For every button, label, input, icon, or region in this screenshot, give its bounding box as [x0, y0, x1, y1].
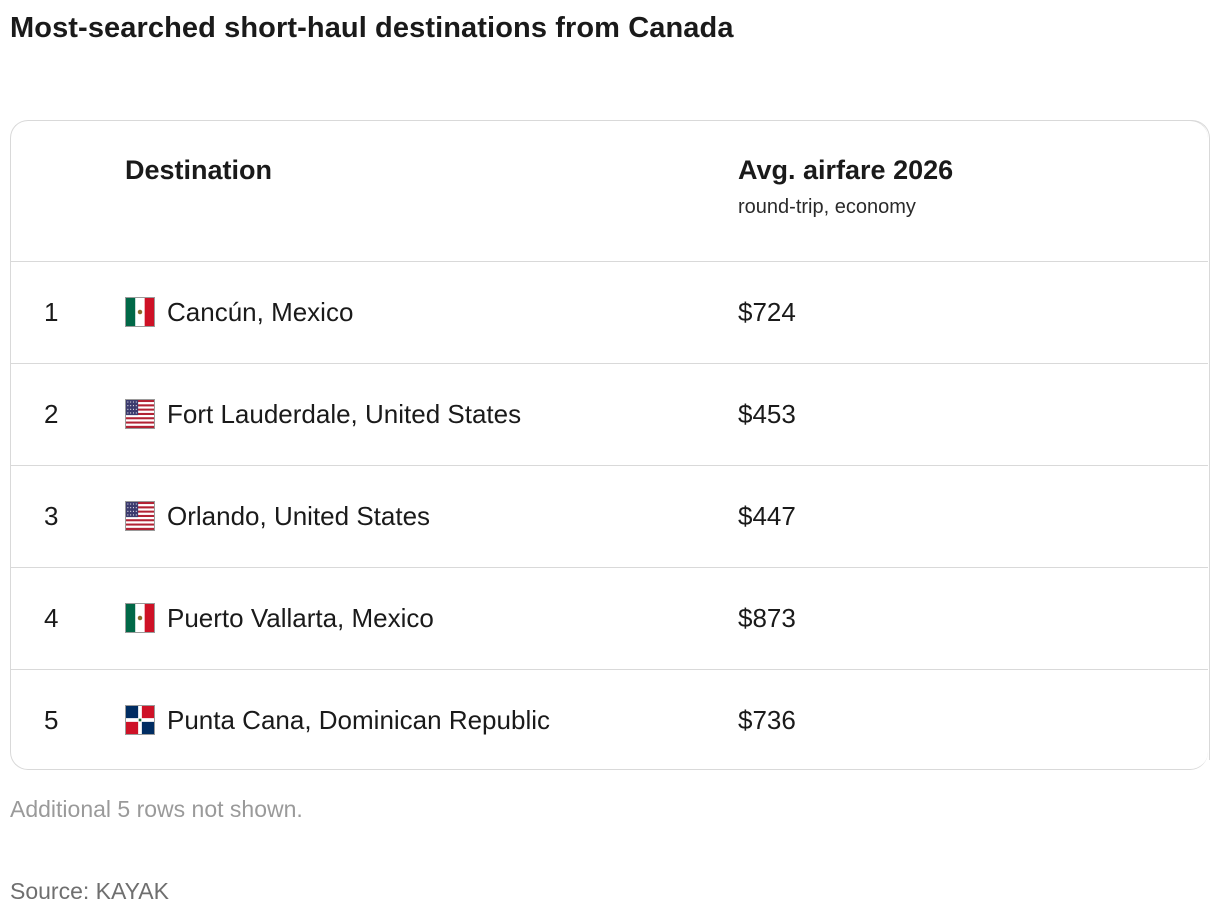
dominican-republic-flag-icon	[125, 705, 155, 736]
destination-name: Puerto Vallarta, Mexico	[167, 602, 434, 633]
destination-wrap: Orlando, United States	[125, 501, 736, 532]
airfare-cell: $453	[737, 362, 1208, 465]
airfare-cell: $873	[737, 566, 1208, 669]
rank-cell: 2	[11, 362, 124, 465]
destination-wrap: Punta Cana, Dominican Republic	[125, 705, 736, 736]
destination-name: Punta Cana, Dominican Republic	[167, 704, 550, 735]
airfare-header-sublabel: round-trip, economy	[738, 196, 916, 218]
destination-cell: Orlando, United States	[124, 464, 737, 567]
page-title: Most-searched short-haul destinations fr…	[10, 12, 734, 44]
destinations-table-card: Destination Avg. airfare 2026 round-trip…	[10, 120, 1208, 770]
rank-cell: 5	[11, 668, 124, 769]
airfare-column-header: Avg. airfare 2026 round-trip, economy	[737, 121, 1208, 262]
destination-name: Orlando, United States	[167, 500, 431, 531]
airfare-cell: $736	[737, 668, 1208, 769]
destination-column-header: Destination	[124, 121, 737, 262]
rank-cell: 4	[11, 566, 124, 669]
destination-wrap: Cancún, Mexico	[125, 297, 736, 328]
table-header-row: Destination Avg. airfare 2026 round-trip…	[11, 121, 1208, 262]
destination-wrap: Puerto Vallarta, Mexico	[125, 603, 736, 634]
mexico-flag-icon	[125, 297, 155, 327]
table-row: 4 Puerto Vallarta, Mexico $873	[11, 566, 1208, 669]
destination-name: Fort Lauderdale, United States	[167, 398, 522, 429]
destination-cell: Fort Lauderdale, United States	[124, 362, 737, 465]
mexico-flag-icon	[125, 603, 155, 633]
destination-header-label: Destination	[125, 155, 273, 185]
table-row: 5 Punta Cana, Dominican Republic $736	[11, 668, 1208, 769]
destination-name: Cancún, Mexico	[167, 296, 354, 327]
airfare-cell: $724	[738, 296, 796, 327]
table-row: 2 Fort Lauderdale, United States $453	[11, 362, 1208, 465]
rows-not-shown-note: Additional 5 rows not shown.	[10, 796, 303, 822]
rank-cell: 3	[11, 464, 124, 567]
table-body: 1 Cancún, Mexico $724 2 Fort Lauderdale, Uni…	[11, 261, 1208, 769]
table-row: 1 Cancún, Mexico $724	[11, 261, 1208, 363]
destinations-table: Destination Avg. airfare 2026 round-trip…	[11, 121, 1208, 769]
destination-cell: Cancún, Mexico	[124, 261, 737, 363]
destination-cell: Puerto Vallarta, Mexico	[124, 566, 737, 669]
rank-cell: 1	[44, 296, 59, 327]
destination-wrap: Fort Lauderdale, United States	[125, 399, 736, 430]
airfare-header-label: Avg. airfare 2026	[738, 155, 954, 185]
airfare-cell: $447	[737, 464, 1208, 567]
us-flag-icon	[125, 399, 155, 429]
source-credit: Source: KAYAK	[10, 878, 169, 904]
rank-column-header	[11, 121, 124, 262]
destination-cell: Punta Cana, Dominican Republic	[124, 668, 737, 769]
us-flag-icon	[125, 501, 155, 531]
table-row: 3 Orlando, United States $447	[11, 464, 1208, 567]
